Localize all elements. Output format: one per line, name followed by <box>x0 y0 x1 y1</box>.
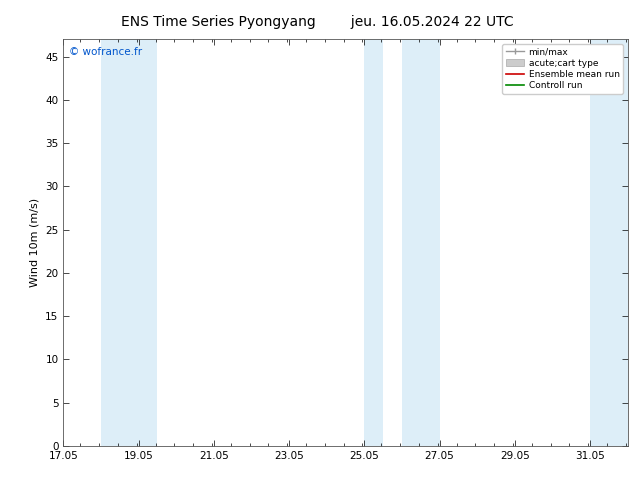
Bar <box>402 39 439 446</box>
Bar <box>590 39 628 446</box>
Bar <box>101 39 139 446</box>
Legend: min/max, acute;cart type, Ensemble mean run, Controll run: min/max, acute;cart type, Ensemble mean … <box>502 44 623 94</box>
Text: ENS Time Series Pyongyang        jeu. 16.05.2024 22 UTC: ENS Time Series Pyongyang jeu. 16.05.202… <box>120 15 514 29</box>
Bar <box>139 39 157 446</box>
Bar <box>365 39 383 446</box>
Text: © wofrance.fr: © wofrance.fr <box>69 48 142 57</box>
Y-axis label: Wind 10m (m/s): Wind 10m (m/s) <box>30 198 40 287</box>
